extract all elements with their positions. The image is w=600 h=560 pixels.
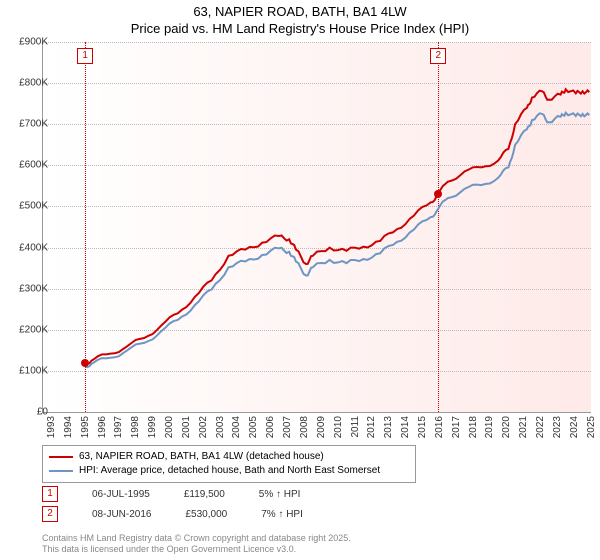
y-tick-label: £300K — [19, 283, 48, 294]
sale-marker-2: 2 — [42, 506, 58, 522]
x-tick-label: 2002 — [198, 416, 209, 438]
x-tick-label: 1996 — [97, 416, 108, 438]
x-tick-label: 2022 — [535, 416, 546, 438]
y-tick-label: £500K — [19, 201, 48, 212]
x-tick-label: 2010 — [333, 416, 344, 438]
legend-swatch-price — [49, 456, 73, 458]
marker-box: 1 — [77, 48, 93, 64]
series-lines — [43, 42, 591, 412]
y-tick-label: £800K — [19, 78, 48, 89]
sale-pct-2: 7% ↑ HPI — [261, 509, 303, 520]
x-tick-label: 1999 — [147, 416, 158, 438]
sale-row-1: 1 06-JUL-1995 £119,500 5% ↑ HPI — [42, 486, 300, 502]
x-tick-label: 2016 — [434, 416, 445, 438]
x-tick-label: 2019 — [484, 416, 495, 438]
x-tick-label: 2011 — [350, 416, 361, 438]
title-line2: Price paid vs. HM Land Registry's House … — [0, 21, 600, 38]
x-tick-label: 2020 — [501, 416, 512, 438]
x-tick-label: 2015 — [417, 416, 428, 438]
legend: 63, NAPIER ROAD, BATH, BA1 4LW (detached… — [42, 445, 416, 483]
x-tick-label: 2023 — [552, 416, 563, 438]
y-tick-label: £700K — [19, 119, 48, 130]
x-tick-label: 1998 — [130, 416, 141, 438]
x-tick-label: 2014 — [400, 416, 411, 438]
footer-line1: Contains HM Land Registry data © Crown c… — [42, 533, 351, 545]
x-tick-label: 2024 — [569, 416, 580, 438]
sale-date-1: 06-JUL-1995 — [92, 489, 150, 500]
title-line1: 63, NAPIER ROAD, BATH, BA1 4LW — [0, 4, 600, 21]
legend-swatch-hpi — [49, 470, 73, 472]
x-tick-label: 2005 — [248, 416, 259, 438]
legend-row-hpi: HPI: Average price, detached house, Bath… — [49, 464, 409, 478]
x-tick-label: 2012 — [366, 416, 377, 438]
title-block: 63, NAPIER ROAD, BATH, BA1 4LW Price pai… — [0, 0, 600, 38]
footer-line2: This data is licensed under the Open Gov… — [42, 544, 351, 556]
y-tick-label: £600K — [19, 160, 48, 171]
sale-price-2: £530,000 — [185, 509, 227, 520]
sale-row-2: 2 08-JUN-2016 £530,000 7% ↑ HPI — [42, 506, 303, 522]
x-tick-label: 2003 — [215, 416, 226, 438]
marker-dot — [434, 190, 442, 198]
x-tick-label: 1993 — [46, 416, 57, 438]
x-tick-label: 2001 — [181, 416, 192, 438]
x-tick-label: 2000 — [164, 416, 175, 438]
marker-dot — [81, 359, 89, 367]
x-tick-label: 2007 — [282, 416, 293, 438]
legend-row-price: 63, NAPIER ROAD, BATH, BA1 4LW (detached… — [49, 450, 409, 464]
x-tick-label: 1997 — [113, 416, 124, 438]
sale-pct-1: 5% ↑ HPI — [259, 489, 301, 500]
y-tick-label: £100K — [19, 365, 48, 376]
y-tick-label: £200K — [19, 324, 48, 335]
sale-date-2: 08-JUN-2016 — [92, 509, 151, 520]
series-hpi — [85, 113, 589, 367]
series-price_paid — [85, 89, 589, 364]
x-tick-label: 2009 — [316, 416, 327, 438]
legend-label-hpi: HPI: Average price, detached house, Bath… — [79, 464, 380, 478]
x-tick-label: 2006 — [265, 416, 276, 438]
legend-label-price: 63, NAPIER ROAD, BATH, BA1 4LW (detached… — [79, 450, 324, 464]
x-tick-label: 2018 — [468, 416, 479, 438]
chart-container: 63, NAPIER ROAD, BATH, BA1 4LW Price pai… — [0, 0, 600, 560]
x-tick-label: 1995 — [80, 416, 91, 438]
sale-price-1: £119,500 — [184, 489, 225, 500]
chart-area: 12 — [42, 42, 591, 413]
x-tick-label: 2025 — [586, 416, 597, 438]
x-tick-label: 2017 — [451, 416, 462, 438]
x-tick-label: 2008 — [299, 416, 310, 438]
x-tick-label: 2004 — [231, 416, 242, 438]
sale-marker-1: 1 — [42, 486, 58, 502]
marker-box: 2 — [430, 48, 446, 64]
x-tick-label: 2013 — [383, 416, 394, 438]
footer-note: Contains HM Land Registry data © Crown c… — [42, 533, 351, 556]
y-tick-label: £900K — [19, 37, 48, 48]
x-tick-label: 2021 — [518, 416, 529, 438]
x-tick-label: 1994 — [63, 416, 74, 438]
y-tick-label: £400K — [19, 242, 48, 253]
